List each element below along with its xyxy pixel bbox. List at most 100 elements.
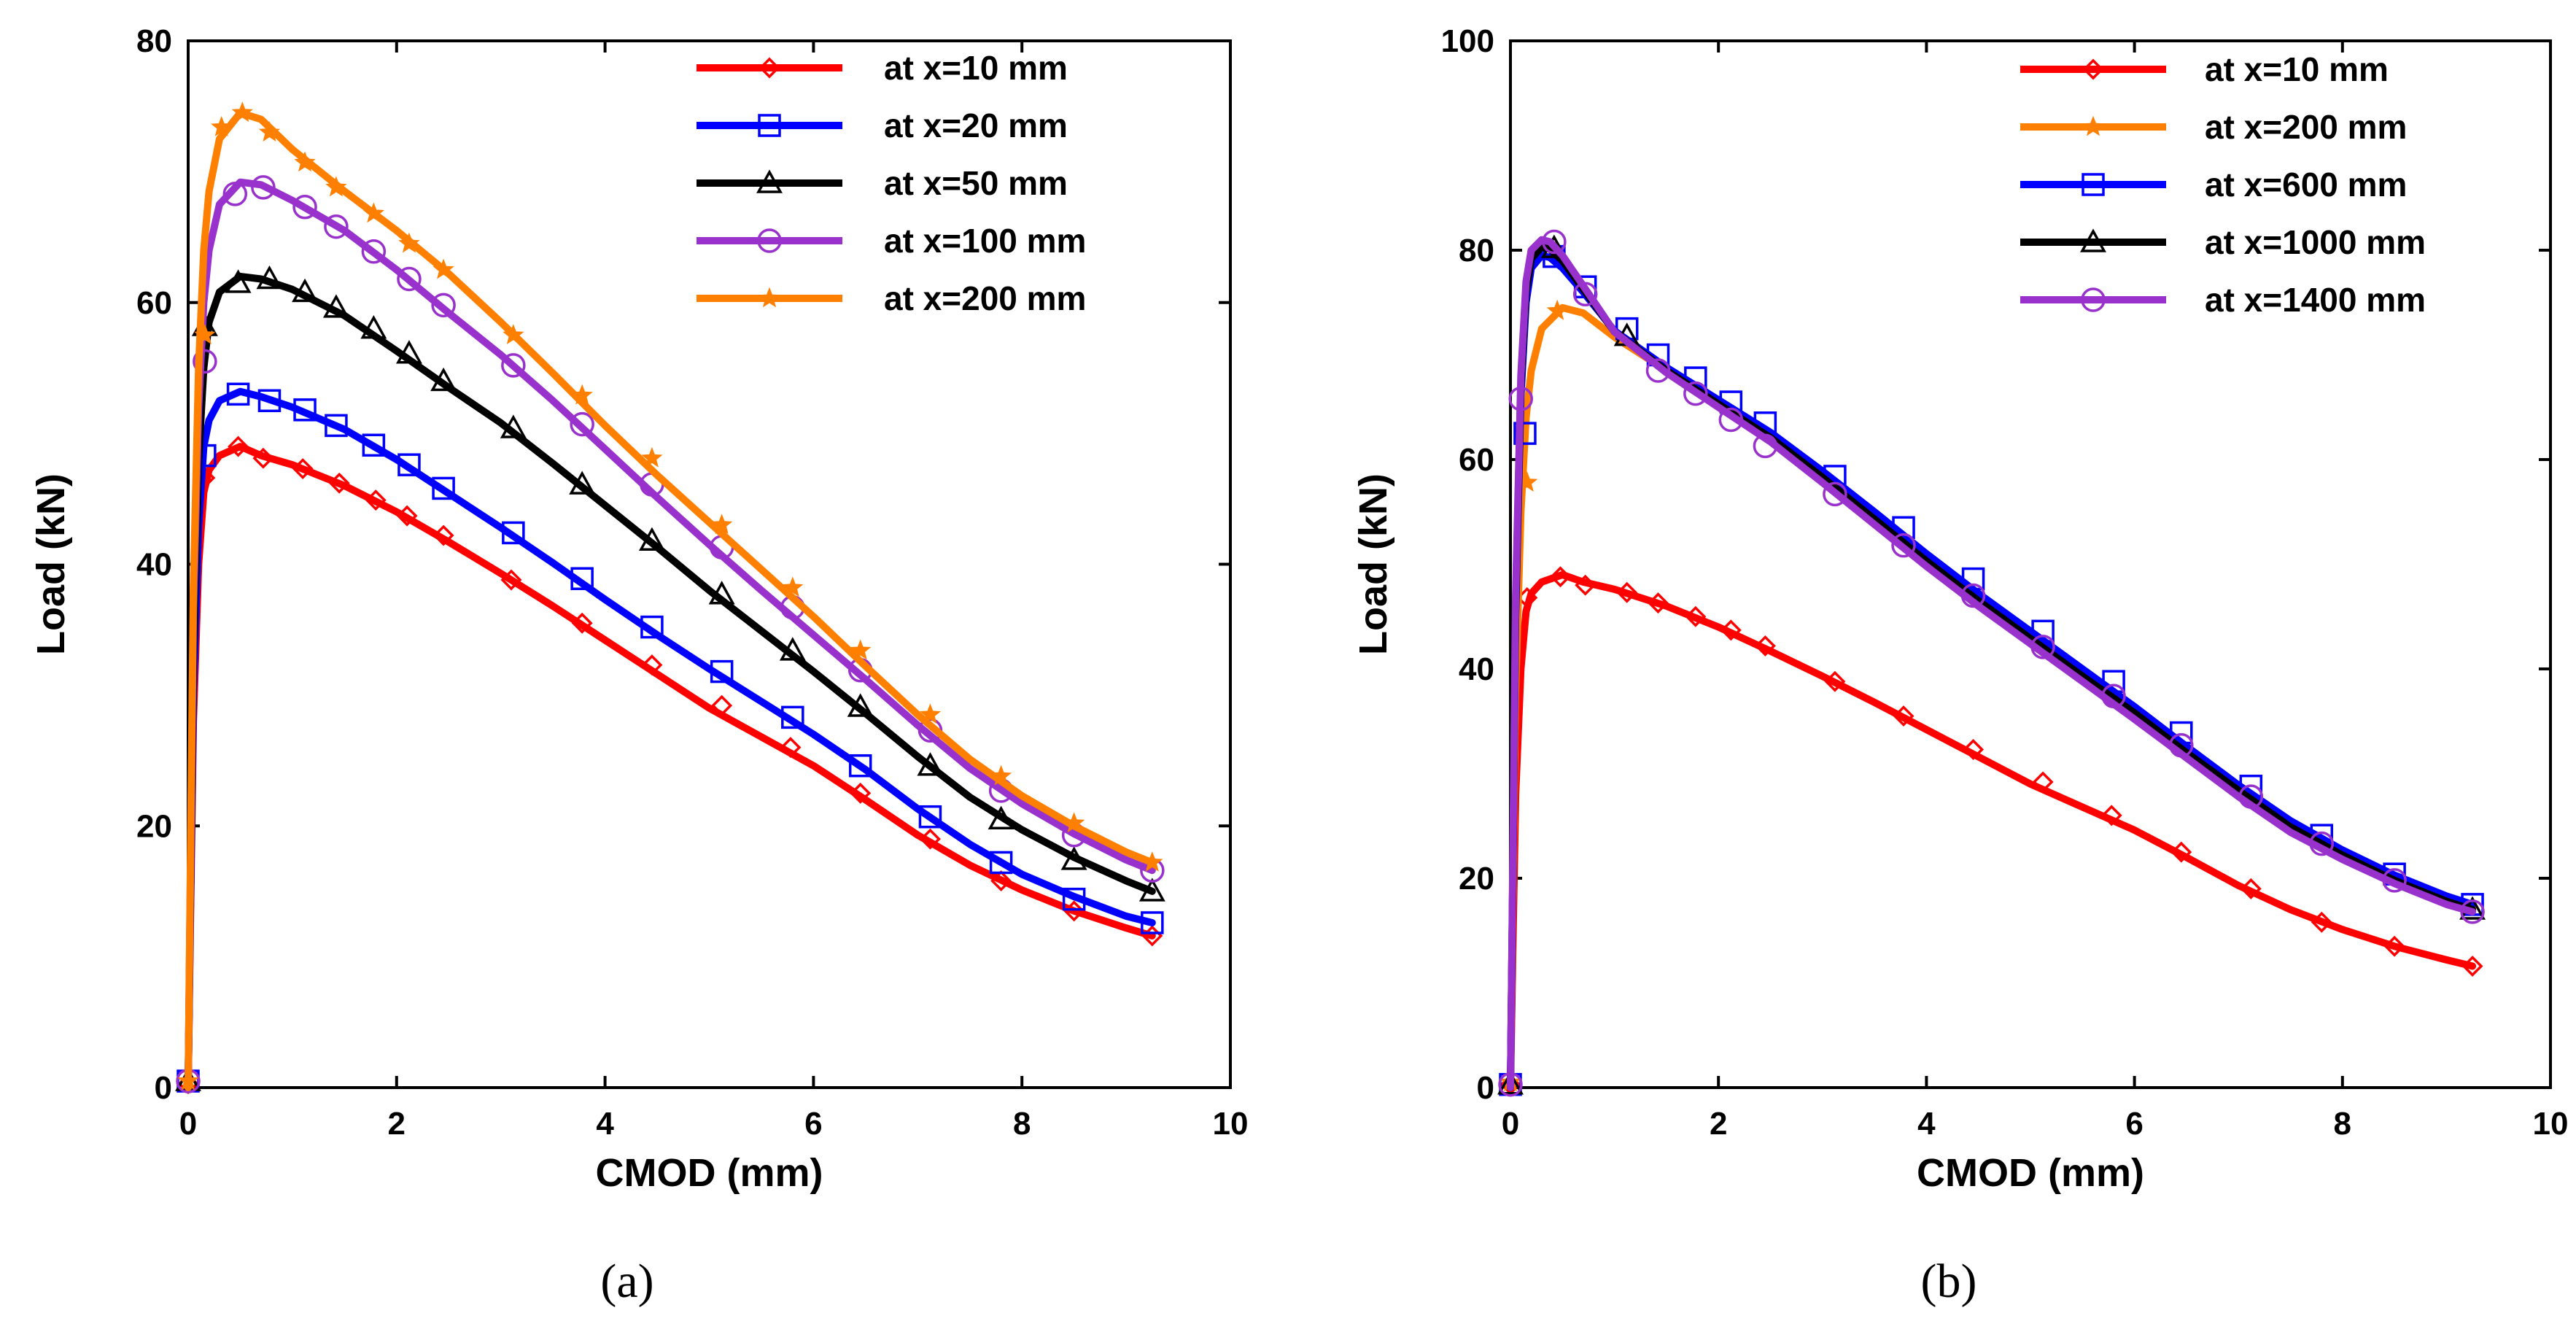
y-tick-label: 20 [136, 808, 172, 844]
data-point-marker [711, 694, 733, 716]
data-point-marker [1060, 846, 1087, 870]
data-point-marker [640, 615, 664, 639]
legend-marker [2082, 115, 2104, 136]
data-point-marker [328, 472, 350, 494]
data-point-marker [1683, 381, 1708, 406]
legend-label: at x=600 mm [2205, 166, 2407, 204]
data-point-marker [2170, 841, 2192, 863]
data-point-marker [2031, 619, 2055, 643]
data-point-marker [1754, 635, 1776, 657]
data-point-marker [256, 265, 283, 290]
data-point-marker [293, 398, 317, 422]
data-point-marker [500, 414, 527, 438]
legend-marker [2081, 287, 2106, 312]
data-point-marker [1549, 566, 1571, 588]
plot-frame [187, 39, 1232, 1089]
data-point-marker [362, 202, 385, 223]
y-tick-label: 80 [1459, 233, 1494, 268]
legend-label: at x=50 mm [884, 164, 1068, 202]
x-tick-label: 0 [179, 1106, 197, 1142]
data-point-marker [919, 828, 941, 850]
legend-label: at x=20 mm [884, 106, 1068, 144]
legend-label: at x=200 mm [2205, 108, 2407, 146]
data-point-marker [2238, 784, 2264, 809]
data-point-marker [432, 524, 454, 546]
data-point-marker [1498, 1072, 1523, 1097]
data-point-marker [502, 521, 525, 545]
x-tick-label: 4 [1917, 1106, 1936, 1142]
data-point-marker [430, 367, 457, 392]
data-point-marker [918, 805, 942, 829]
y-tick-label: 40 [1459, 651, 1494, 687]
data-point-marker [1718, 407, 1744, 433]
data-point-marker [2101, 683, 2126, 709]
data-point-marker [395, 340, 422, 364]
data-point-marker [2100, 805, 2122, 826]
data-point-marker [571, 384, 593, 405]
data-point-marker [781, 705, 804, 729]
series-line [185, 387, 1156, 1091]
data-point-marker [1546, 299, 1568, 320]
legend-marker [759, 57, 780, 79]
legend-label: at x=200 mm [884, 279, 1086, 317]
data-point-marker [225, 269, 252, 293]
legend-marker [757, 228, 782, 253]
x-tick-label: 8 [2334, 1106, 2351, 1142]
data-point-marker [638, 527, 665, 551]
data-point-marker [252, 447, 274, 469]
data-point-marker [292, 195, 317, 220]
data-point-marker [571, 612, 593, 634]
data-point-marker [397, 453, 421, 476]
x-tick-label: 10 [2533, 1106, 2569, 1142]
data-point-marker [917, 752, 944, 776]
legend-marker [2080, 228, 2106, 252]
data-point-marker [1575, 574, 1597, 596]
series-at-x-10-mm [1500, 566, 2483, 1096]
data-point-marker [322, 294, 349, 318]
data-point-marker [361, 239, 387, 264]
data-point-marker [1141, 911, 1164, 934]
data-point-marker [989, 851, 1013, 875]
data-point-marker [990, 764, 1012, 786]
legend-marker [756, 169, 783, 193]
data-point-marker [396, 505, 418, 527]
x-tick-label: 8 [1013, 1106, 1031, 1142]
data-point-marker [1542, 229, 1567, 255]
data-point-marker [1616, 581, 1638, 603]
data-point-marker [251, 175, 276, 200]
data-point-marker [1645, 358, 1671, 383]
data-point-marker [2382, 868, 2407, 893]
data-point-marker [1720, 619, 1742, 641]
data-point-marker [1138, 878, 1165, 902]
data-point-marker [365, 489, 387, 511]
data-point-marker [2309, 831, 2335, 856]
data-point-marker [2169, 733, 2194, 758]
data-point-marker [2311, 911, 2332, 933]
data-point-marker [710, 514, 733, 535]
data-point-marker [570, 411, 594, 437]
legend-label: at x=10 mm [884, 49, 1068, 87]
y-tick-label: 0 [155, 1070, 172, 1106]
y-axis-label: Load (kN) [29, 473, 73, 655]
data-point-marker [432, 258, 454, 279]
data-point-marker [222, 182, 248, 206]
data-point-marker [258, 121, 281, 142]
data-point-marker [2240, 878, 2262, 899]
data-point-marker [503, 324, 524, 345]
data-point-marker [325, 414, 348, 438]
legend-marker [2082, 58, 2104, 80]
y-tick-label: 60 [1459, 442, 1494, 478]
data-point-marker [710, 659, 734, 683]
y-tick-label: 40 [136, 547, 172, 583]
data-point-marker [2383, 935, 2405, 957]
series-at-x-200-mm [177, 101, 1163, 1091]
data-point-marker [2032, 771, 2054, 793]
x-tick-label: 0 [1502, 1106, 1519, 1142]
series-at-x-20-mm [176, 382, 1164, 1093]
data-point-marker [569, 470, 596, 495]
data-point-marker [850, 639, 872, 660]
legend-marker [2082, 173, 2105, 196]
data-point-marker [362, 433, 386, 457]
data-point-marker [194, 324, 216, 345]
data-point-marker [1141, 851, 1163, 872]
